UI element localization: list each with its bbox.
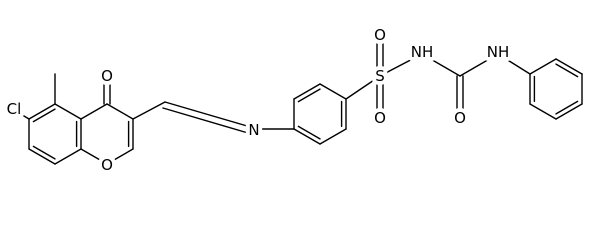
molecule-diagram: Cl O O N S O O NH O NH — [3, 22, 583, 178]
atom-label: O — [101, 156, 113, 174]
atom-label: NH — [487, 43, 510, 61]
atom-label: O — [101, 67, 113, 85]
atom-label: S — [375, 67, 385, 85]
atom-labels: Cl O O N S O O NH O NH — [3, 22, 514, 178]
atom-label: Cl — [7, 100, 22, 118]
page: Cl O O N S O O NH O NH (() => { const da… — [3, 22, 583, 178]
bonds — [13, 37, 583, 165]
structure: Cl O O N S O O NH O NH — [3, 22, 583, 178]
atom-label: O — [374, 26, 386, 44]
atom-label: O — [454, 109, 466, 127]
atom-label: O — [374, 109, 386, 127]
atom-label: NH — [411, 43, 434, 61]
atom-label: N — [248, 121, 259, 139]
